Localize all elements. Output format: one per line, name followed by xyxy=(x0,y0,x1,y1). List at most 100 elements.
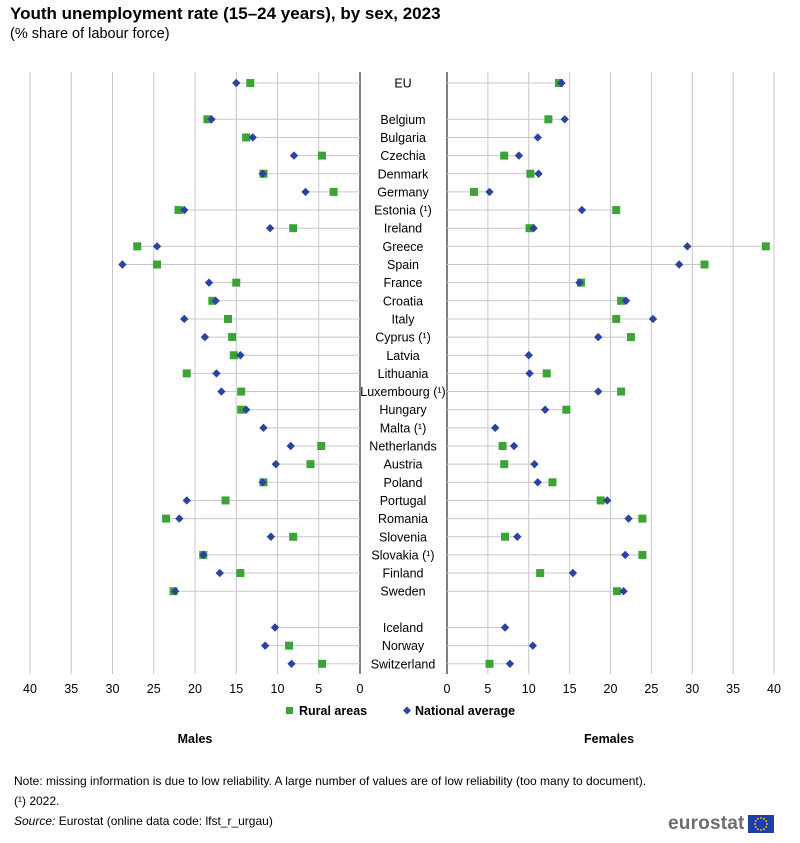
males-rural-marker xyxy=(229,351,238,360)
males-national-marker xyxy=(259,423,268,433)
females-national-marker xyxy=(485,187,494,197)
females-national-marker xyxy=(568,568,578,578)
females-national-marker xyxy=(575,278,584,287)
legend-national-swatch xyxy=(403,706,411,715)
males-rural-marker xyxy=(221,496,230,505)
males-rural-marker xyxy=(318,151,327,160)
males-national-marker xyxy=(287,659,296,668)
category-label: Switzerland xyxy=(371,657,436,671)
females-rural-marker xyxy=(500,460,509,469)
females-tick-label: 10 xyxy=(522,682,536,696)
males-national-marker xyxy=(289,151,299,160)
females-national-marker xyxy=(524,351,533,360)
males-national-marker xyxy=(200,332,210,342)
source-line: Source: Eurostat (online data code: lfst… xyxy=(14,814,273,828)
category-label: Netherlands xyxy=(369,440,436,454)
males-tick-label: 20 xyxy=(188,682,202,696)
males-national-marker xyxy=(152,242,162,251)
category-label: Denmark xyxy=(378,167,429,181)
legend-rural-label: Rural areas xyxy=(299,704,367,718)
males-tick-label: 35 xyxy=(64,682,78,696)
males-national-marker xyxy=(204,278,214,287)
females-rural-marker xyxy=(613,587,622,596)
females-national-marker xyxy=(603,496,612,505)
category-label: Germany xyxy=(377,185,429,199)
males-rural-marker xyxy=(329,187,338,196)
females-panel-label: Females xyxy=(584,732,634,746)
females-tick-label: 5 xyxy=(484,682,491,696)
category-label: Estonia (¹) xyxy=(374,204,432,218)
males-tick-label: 40 xyxy=(23,682,37,696)
dot-plot-chart: 40 35 30 25 20 15 10 5 0 0 5 10 15 20 25 30 35 40 EU Belgiu… xyxy=(23,72,781,746)
males-rural-marker xyxy=(289,532,298,541)
females-rural-marker xyxy=(761,242,770,251)
category-label: EU xyxy=(394,77,411,91)
males-rural-marker xyxy=(285,641,294,650)
males-panel-label: Males xyxy=(178,732,213,746)
females-national-marker xyxy=(525,369,534,378)
females-tick-label: 15 xyxy=(563,682,577,696)
females-rural-marker xyxy=(542,369,551,378)
males-national-marker xyxy=(271,459,281,469)
males-national-marker xyxy=(180,205,189,215)
females-national-marker xyxy=(491,423,500,433)
males-national-marker xyxy=(217,387,226,396)
category-label: Malta (¹) xyxy=(380,421,427,435)
females-rural-marker xyxy=(500,151,509,160)
legend-national-label: National average xyxy=(415,704,515,718)
males-rural-marker xyxy=(306,460,315,469)
females-national-marker xyxy=(594,387,603,396)
females-tick-label: 25 xyxy=(644,682,658,696)
category-label: Croatia xyxy=(383,294,423,308)
males-rural-marker xyxy=(174,206,183,215)
males-national-marker xyxy=(171,587,180,596)
males-national-marker xyxy=(286,441,295,451)
males-national-marker xyxy=(301,187,310,197)
females-national-marker xyxy=(577,205,587,215)
males-national-marker xyxy=(248,133,257,142)
females-national-marker xyxy=(621,296,631,305)
males-rural-marker xyxy=(153,260,162,269)
males-rural-marker xyxy=(224,314,232,323)
males-national-marker xyxy=(207,115,216,124)
females-national-marker xyxy=(500,623,510,632)
males-rural-marker xyxy=(318,659,327,668)
males-national-marker xyxy=(232,78,241,88)
females-national-marker xyxy=(513,532,522,541)
males-rural-marker xyxy=(317,442,326,450)
category-label: Italy xyxy=(392,312,416,326)
females-national-marker xyxy=(560,115,569,124)
males-national-marker xyxy=(199,550,208,560)
males-national-marker xyxy=(260,641,270,650)
females-national-marker xyxy=(594,332,603,342)
females-national-marker xyxy=(534,169,543,178)
category-label: Bulgaria xyxy=(380,131,426,145)
category-label: Finland xyxy=(383,567,424,581)
females-rural-marker xyxy=(638,514,647,523)
category-label: Iceland xyxy=(383,621,423,635)
females-national-marker xyxy=(619,587,628,596)
females-national-marker xyxy=(648,314,658,324)
females-rural-marker xyxy=(626,333,635,342)
eu-flag-icon xyxy=(747,815,774,833)
females-national-marker xyxy=(540,405,550,414)
males-national-marker xyxy=(211,296,220,305)
category-label: Latvia xyxy=(386,349,419,363)
males-national-marker xyxy=(266,532,276,541)
males-rural-marker xyxy=(237,387,246,396)
category-label: Belgium xyxy=(380,113,425,127)
note-text: Note: missing information is due to low … xyxy=(14,774,647,788)
females-rural-marker xyxy=(526,169,535,178)
females-tick-label: 0 xyxy=(444,682,451,696)
chart-title: Youth unemployment rate (15–24 years), b… xyxy=(10,4,441,23)
females-rural-marker xyxy=(700,260,709,269)
females-rural-marker xyxy=(498,442,507,450)
category-label: Norway xyxy=(382,639,425,653)
category-label: Sweden xyxy=(380,585,425,599)
males-national-marker xyxy=(215,568,224,578)
females-rural-marker xyxy=(612,206,621,215)
females-national-marker xyxy=(505,659,515,668)
males-rural-marker xyxy=(182,369,191,378)
females-national-marker xyxy=(528,641,538,650)
males-national-marker xyxy=(270,623,280,632)
